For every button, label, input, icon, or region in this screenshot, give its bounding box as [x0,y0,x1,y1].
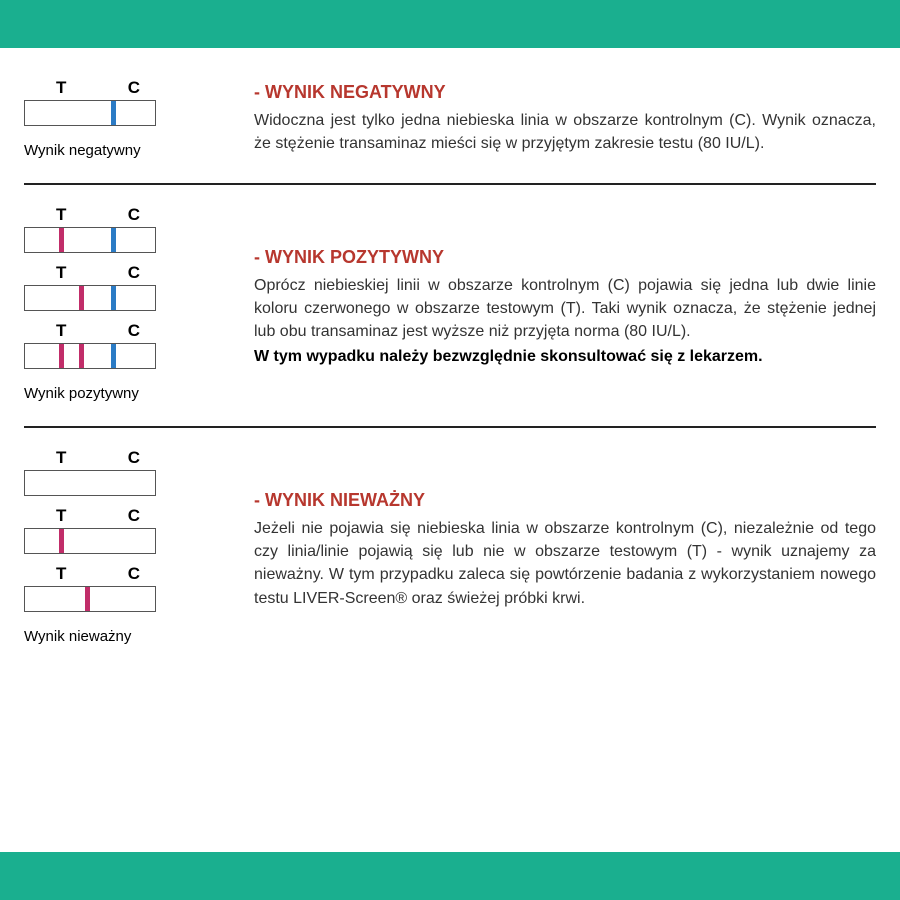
tc-labels: T C [24,448,156,468]
caption-negative: Wynik negatywny [24,142,141,159]
line-c-blue [111,344,116,368]
tc-labels: T C [24,321,156,341]
body-positive: Oprócz niebieskiej linii w obszarze kont… [254,274,876,344]
test-strip [24,285,156,311]
tc-labels: T C [24,205,156,225]
test-strip [24,528,156,554]
tc-labels: T C [24,506,156,526]
test-strip [24,586,156,612]
section-negative: T C Wynik negatywny - WYNIK NEGATYWNY Wi… [24,78,876,185]
test-strip [24,100,156,126]
label-c: C [128,448,140,468]
line-t-red [59,228,64,252]
label-t: T [56,506,66,526]
tc-labels: T C [24,78,156,98]
label-c: C [128,564,140,584]
body-negative: Widoczna jest tylko jedna niebieska lini… [254,109,876,155]
label-t: T [56,448,66,468]
label-c: C [128,321,140,341]
heading-invalid: - WYNIK NIEWAŻNY [254,490,876,511]
label-c: C [128,205,140,225]
line-t-red [59,529,64,553]
text-invalid: - WYNIK NIEWAŻNY Jeżeli nie pojawia się … [204,448,876,610]
bottom-bar [0,852,900,900]
caption-invalid: Wynik nieważny [24,628,131,645]
line-t-red [79,286,84,310]
label-t: T [56,564,66,584]
test-strip [24,470,156,496]
tc-labels: T C [24,263,156,283]
tc-labels: T C [24,564,156,584]
body-invalid: Jeżeli nie pojawia się niebieska linia w… [254,517,876,610]
content: T C Wynik negatywny - WYNIK NEGATYWNY Wi… [0,48,900,852]
label-c: C [128,263,140,283]
line-c-blue [111,228,116,252]
line-t-red-2 [79,344,84,368]
line-c-blue [111,101,116,125]
strips-negative: T C Wynik negatywny [24,78,204,159]
text-negative: - WYNIK NEGATYWNY Widoczna jest tylko je… [204,78,876,155]
heading-positive: - WYNIK POZYTYWNY [254,247,876,268]
strips-invalid: T C T C T C [24,448,204,645]
section-invalid: T C T C T C [24,448,876,645]
label-t: T [56,321,66,341]
line-c-blue [111,286,116,310]
label-t: T [56,263,66,283]
section-positive: T C T C T [24,205,876,428]
label-c: C [128,78,140,98]
label-c: C [128,506,140,526]
text-positive: - WYNIK POZYTYWNY Oprócz niebieskiej lin… [204,205,876,366]
test-strip [24,227,156,253]
label-t: T [56,78,66,98]
top-bar [0,0,900,48]
caption-positive: Wynik pozytywny [24,385,139,402]
test-strip [24,343,156,369]
heading-negative: - WYNIK NEGATYWNY [254,82,876,103]
line-t-red [59,344,64,368]
bold-positive: W tym wypadku należy bezwzględnie skonsu… [254,348,876,366]
line-mid-red [85,587,90,611]
strips-positive: T C T C T [24,205,204,402]
label-t: T [56,205,66,225]
